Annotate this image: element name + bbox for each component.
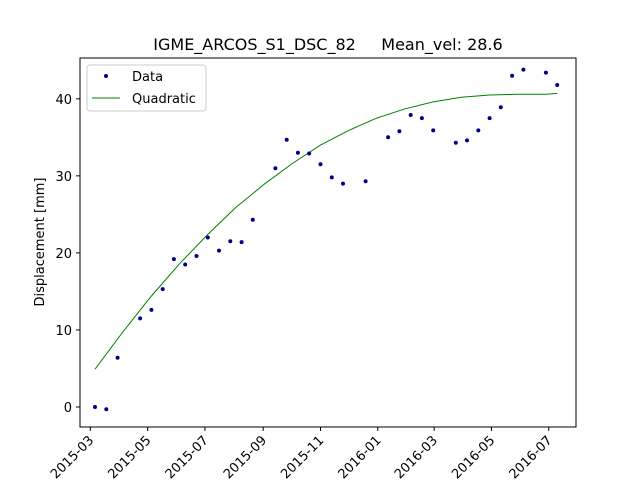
data-point — [476, 128, 481, 133]
data-point — [465, 138, 469, 143]
y-tick-label: 40 — [55, 93, 72, 108]
data-point — [431, 128, 436, 133]
data-point — [318, 162, 323, 167]
data-point — [104, 407, 109, 412]
x-tick-label: 2015-11 — [278, 433, 327, 480]
x-tick-label: 2015-09 — [221, 433, 270, 480]
data-point — [498, 105, 503, 110]
data-point — [171, 257, 176, 262]
data-point — [341, 181, 345, 186]
data-point — [555, 83, 560, 87]
data-point — [183, 262, 188, 267]
data-point — [194, 254, 199, 258]
y-tick-label: 30 — [55, 170, 72, 185]
data-point — [419, 116, 424, 121]
data-point — [510, 73, 515, 78]
plot-frame — [79, 57, 577, 428]
y-tick-label: 0 — [64, 401, 72, 416]
data-point — [521, 67, 526, 72]
x-tick-label: 2015-07 — [163, 433, 212, 480]
quadratic-fit-line — [94, 92, 558, 370]
legend-label-quadratic: Quadratic — [132, 92, 196, 107]
x-tick-label: 2016-07 — [507, 433, 556, 480]
data-point — [205, 235, 210, 240]
data-point — [273, 166, 278, 171]
data-point — [453, 140, 458, 145]
data-point — [138, 316, 143, 321]
data-point — [217, 248, 221, 253]
data-point — [239, 240, 244, 245]
legend: Data Quadratic — [86, 64, 207, 112]
x-tick-label: 2015-03 — [48, 433, 97, 480]
data-point — [284, 137, 289, 142]
data-point — [228, 239, 233, 244]
data-point — [295, 150, 300, 155]
x-tick-label: 2015-05 — [105, 433, 154, 480]
legend-marker-data — [104, 74, 108, 78]
data-point — [307, 151, 312, 156]
data-point — [160, 287, 165, 292]
data-point — [115, 355, 120, 360]
data-point — [93, 405, 97, 409]
data-point — [329, 175, 334, 180]
x-tick-label: 2016-05 — [449, 433, 498, 480]
legend-box — [86, 64, 207, 112]
legend-label-data: Data — [132, 70, 163, 85]
y-tick-label: 10 — [55, 324, 72, 339]
data-point — [363, 179, 368, 184]
data-point — [397, 129, 402, 134]
y-tick-label: 20 — [55, 247, 72, 262]
data-point — [487, 116, 492, 121]
y-axis-label: Displacement [mm] — [33, 178, 48, 307]
data-point — [543, 70, 548, 75]
data-point — [386, 135, 391, 140]
x-tick-label: 2016-03 — [392, 433, 441, 480]
x-tick-label: 2016-01 — [336, 433, 385, 480]
data-point — [250, 217, 255, 222]
chart-title: IGME_ARCOS_S1_DSC_82 Mean_vel: 28.6 — [153, 35, 502, 55]
data-point — [149, 307, 154, 312]
series-group — [93, 67, 560, 412]
data-point — [408, 113, 413, 117]
